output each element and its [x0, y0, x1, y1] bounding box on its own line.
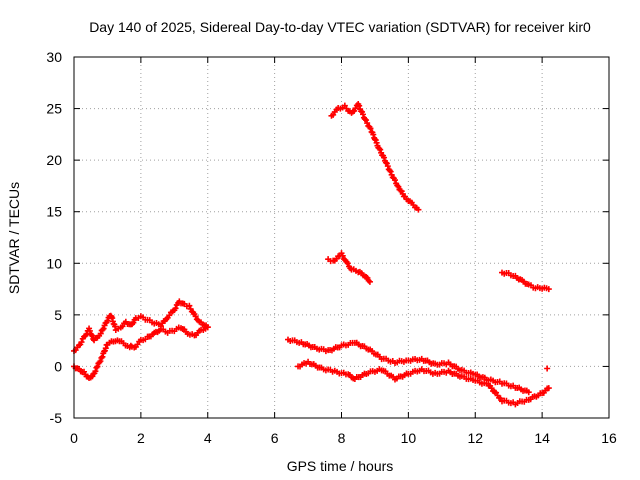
data-point: [102, 345, 109, 352]
data-point: [341, 102, 348, 109]
data-point: [381, 154, 388, 161]
data-point: [93, 364, 100, 371]
data-point: [545, 385, 552, 392]
data-point: [172, 305, 179, 312]
x-tick-label: 14: [534, 430, 550, 446]
data-point: [392, 177, 398, 184]
x-tick-label: 16: [601, 430, 617, 446]
data-point: [119, 323, 126, 330]
y-tick-label: 20: [46, 152, 62, 168]
data-point: [127, 342, 134, 349]
x-tick-label: 2: [137, 430, 145, 446]
data-point: [99, 353, 106, 360]
x-tick-label: 12: [467, 430, 483, 446]
x-tick-label: 6: [271, 430, 279, 446]
data-point: [415, 206, 422, 213]
data-point: [98, 354, 105, 361]
data-point: [88, 332, 95, 339]
x-axis-label: GPS time / hours: [287, 458, 394, 474]
chart-title: Day 140 of 2025, Sidereal Day-to-day VTE…: [89, 19, 591, 35]
y-tick-label: 25: [46, 101, 62, 117]
data-point: [92, 368, 99, 375]
y-tick-label: 5: [54, 307, 62, 323]
data-point: [544, 365, 551, 372]
tick-labels: 0 2 4 6 8 10 12 14 16 -5 0 5 10 15 20 25 30: [46, 49, 617, 446]
data-point: [192, 313, 199, 320]
y-tick-label: -5: [50, 410, 63, 426]
data-point: [94, 363, 101, 370]
data-point: [386, 167, 393, 174]
y-tick-label: 0: [54, 358, 62, 374]
data-point: [186, 302, 193, 309]
data-points: [71, 101, 552, 408]
data-point: [204, 324, 211, 331]
x-tick-label: 8: [338, 430, 346, 446]
data-point: [100, 325, 107, 332]
y-axis-label: SDTVAR / TECUs: [6, 182, 22, 294]
data-point: [377, 146, 384, 153]
data-point: [366, 278, 373, 285]
data-point: [370, 131, 377, 138]
x-tick-label: 10: [401, 430, 417, 446]
data-point: [364, 120, 371, 127]
data-point: [361, 116, 368, 123]
data-point: [344, 260, 351, 267]
data-point: [387, 168, 394, 175]
data-point: [384, 163, 391, 170]
data-point: [545, 286, 552, 293]
data-point: [394, 182, 401, 189]
x-tick-label: 4: [204, 430, 212, 446]
data-point: [78, 339, 85, 346]
y-tick-label: 15: [46, 204, 62, 220]
data-point: [99, 326, 106, 333]
data-point: [356, 102, 363, 109]
data-point: [86, 327, 93, 334]
plot-frame: [73, 56, 610, 419]
data-point: [339, 252, 346, 259]
y-tick-label: 30: [46, 49, 62, 65]
data-point: [104, 317, 111, 324]
data-point: [359, 111, 366, 118]
data-point: [367, 125, 374, 132]
data-point: [97, 358, 104, 365]
data-point: [395, 183, 402, 190]
x-tick-label: 0: [70, 430, 78, 446]
data-point: [363, 117, 370, 124]
data-point: [525, 389, 532, 396]
data-point: [89, 332, 96, 339]
data-point: [373, 139, 380, 146]
data-point: [97, 330, 104, 337]
grid-lines: [74, 57, 609, 418]
y-tick-label: 10: [46, 255, 62, 271]
